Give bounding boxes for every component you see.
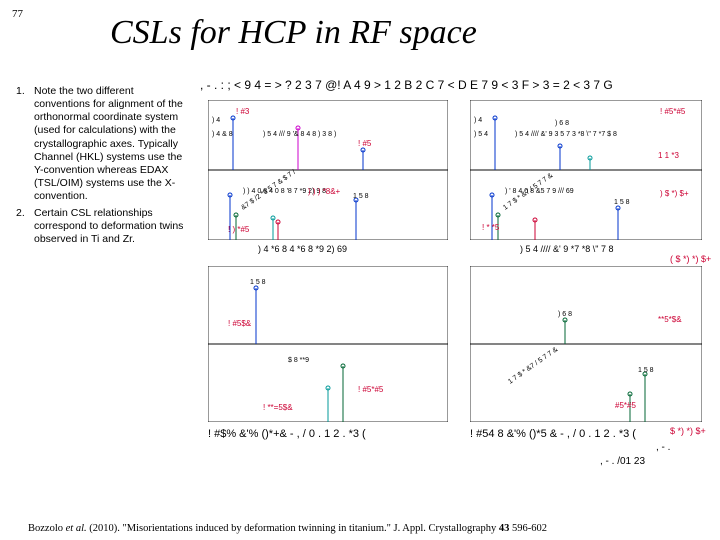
chart-bottom-right: ) 6 8 **5*$& 1 5 8 #5*#5 1 7 $ * &7 / 5 … bbox=[470, 266, 702, 422]
svg-text:1 5 8: 1 5 8 bbox=[614, 199, 630, 206]
svg-text:! #5$&: ! #5$& bbox=[228, 319, 252, 328]
svg-text:! #3: ! #3 bbox=[236, 107, 250, 116]
svg-text:1 1 *3: 1 1 *3 bbox=[658, 151, 679, 160]
svg-text:) 4: ) 4 bbox=[474, 117, 482, 124]
citation-post: 596-602 bbox=[509, 523, 547, 534]
svg-text:! #5*#5: ! #5*#5 bbox=[660, 107, 686, 116]
svg-text:) ) ) *8&+: ) ) ) *8&+ bbox=[308, 187, 341, 196]
svg-text:) 4: ) 4 bbox=[212, 117, 220, 124]
side-label-right: ( $ *) *) $+ bbox=[670, 254, 711, 264]
note-item: 1. Note the two different conventions fo… bbox=[16, 85, 191, 203]
chart-bottom-left: 1 5 8 ! #5$& $ 8 **9 ! #5*#5 ! **=5$& bbox=[208, 266, 448, 422]
graphic-area: , - . : ; < 9 4 = > ? 2 3 7 @! A 4 9 > 1… bbox=[200, 78, 710, 463]
svg-text:1 7 $ * &7 / 5 7 7 &: 1 7 $ * &7 / 5 7 7 & bbox=[507, 346, 559, 386]
citation-mid: (2010). "Misorientations induced by defo… bbox=[87, 523, 499, 534]
caption-bottom-right: ! #54 8 &'% ()*5 & - , / 0 . 1 2 . *3 ( bbox=[470, 428, 636, 440]
svg-text:**5*$&: **5*$& bbox=[658, 315, 682, 324]
svg-text:) ' 8 4 0 8 &5 7 9 /// 69: ) ' 8 4 0 8 &5 7 9 /// 69 bbox=[505, 188, 574, 195]
svg-text:1 5 8: 1 5 8 bbox=[638, 367, 654, 374]
svg-text:1 5 8: 1 5 8 bbox=[250, 279, 266, 286]
citation-vol: 43 bbox=[499, 523, 510, 534]
note-number: 2. bbox=[16, 207, 34, 246]
page-title: CSLs for HCP in RF space bbox=[110, 14, 477, 52]
convention-label-1: , - . bbox=[656, 442, 670, 453]
convention-label-2: , - . /01 23 bbox=[600, 456, 645, 467]
side-label-right-b: $ *) *) $+ bbox=[670, 426, 706, 436]
caption-bottom-left: ! #$% &'% ()*+& - , / 0 . 1 2 . *3 ( bbox=[208, 428, 366, 440]
svg-text:$ 8 **9: $ 8 **9 bbox=[288, 357, 309, 364]
chart-top-left: ! #3 ! #5 ) 5 4 /// 9 '& 8 4 8 ) 3 8 ) )… bbox=[208, 100, 448, 240]
svg-text:) 5 4 /// 9 '& 8 4 8 ) 3 8 ): ) 5 4 /// 9 '& 8 4 8 ) 3 8 ) bbox=[263, 131, 336, 138]
svg-text:#5*#5: #5*#5 bbox=[615, 401, 636, 410]
note-item: 2. Certain CSL relationships correspond … bbox=[16, 207, 191, 246]
caption-right-top: ) 5 4 //// &' 9 *7 *8 \" 7 8 bbox=[520, 244, 613, 254]
svg-text:) $ *) $+: ) $ *) $+ bbox=[660, 189, 689, 198]
page-number: 77 bbox=[12, 8, 23, 20]
citation: Bozzolo et al. (2010). "Misorientations … bbox=[28, 523, 710, 534]
notes-column: 1. Note the two different conventions fo… bbox=[16, 85, 191, 251]
svg-text:) 6 8: ) 6 8 bbox=[555, 120, 569, 127]
svg-text:! **=5$&: ! **=5$& bbox=[263, 403, 293, 412]
svg-text:! ) *#5: ! ) *#5 bbox=[228, 225, 250, 234]
note-text: Certain CSL relationships correspond to … bbox=[34, 207, 191, 246]
note-number: 1. bbox=[16, 85, 34, 203]
svg-text:1 5 8: 1 5 8 bbox=[353, 193, 369, 200]
svg-text:! #5*#5: ! #5*#5 bbox=[358, 385, 384, 394]
graphic-header: , - . : ; < 9 4 = > ? 2 3 7 @! A 4 9 > 1… bbox=[200, 78, 710, 92]
svg-text:) 4 & 8: ) 4 & 8 bbox=[212, 131, 233, 138]
citation-pre: Bozzolo bbox=[28, 523, 66, 534]
svg-text:) 5 4: ) 5 4 bbox=[474, 131, 488, 138]
chart-top-right: ! #5*#5 1 1 *3 ) 5 4 //// &' 9 3 5 7 3 *… bbox=[470, 100, 702, 240]
svg-text:) 5 4 //// &' 9 3 5 7 3 *8 \": ) 5 4 //// &' 9 3 5 7 3 *8 \" 7 *7 $ 8 bbox=[515, 131, 617, 138]
caption-left-top: ) 4 *6 8 4 *6 8 *9 2) 69 bbox=[258, 244, 347, 254]
note-text: Note the two different conventions for a… bbox=[34, 85, 191, 203]
svg-text:) 6 8: ) 6 8 bbox=[558, 311, 572, 318]
svg-text:! #5: ! #5 bbox=[358, 139, 372, 148]
svg-text:! * *5: ! * *5 bbox=[482, 223, 500, 232]
citation-etal: et al. bbox=[66, 523, 87, 534]
